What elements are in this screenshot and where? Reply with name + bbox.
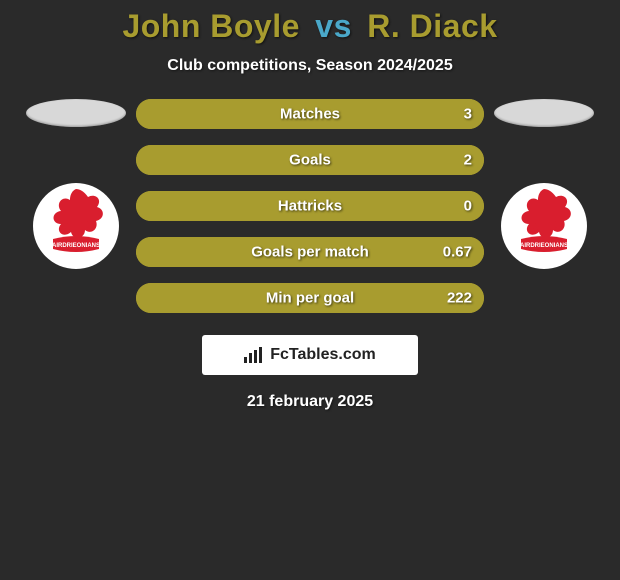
date-text: 21 february 2025 <box>0 393 620 411</box>
shield-icon: AFC AIRDRIEONIANS <box>501 183 587 269</box>
svg-text:AFC: AFC <box>531 218 558 233</box>
left-club-badge: AFC AIRDRIEONIANS <box>33 183 119 269</box>
stat-bars: Matches 3 Goals 2 Hattricks 0 Goals per match 0… <box>136 99 484 313</box>
right-player-photo-placeholder <box>494 99 594 127</box>
right-club-badge: AFC AIRDRIEONIANS <box>501 183 587 269</box>
bar-chart-icon <box>244 347 264 363</box>
svg-text:AIRDRIEONIANS: AIRDRIEONIANS <box>52 243 100 249</box>
bar-label: Goals per match <box>251 244 369 261</box>
bar-label: Hattricks <box>278 198 342 215</box>
shield-icon: AFC AIRDRIEONIANS <box>33 183 119 269</box>
stat-bar-row: Matches 3 <box>136 99 484 129</box>
title-player2: R. Diack <box>367 8 497 44</box>
stat-bar-row: Min per goal 222 <box>136 283 484 313</box>
title-player1: John Boyle <box>122 8 299 44</box>
brand-badge: FcTables.com <box>202 335 418 375</box>
svg-text:AIRDRIEONIANS: AIRDRIEONIANS <box>520 243 568 249</box>
stat-bar-row: Goals per match 0.67 <box>136 237 484 267</box>
bar-right-value: 2 <box>464 152 472 169</box>
bar-label: Goals <box>289 152 331 169</box>
bar-label: Matches <box>280 106 340 123</box>
bar-right-value: 0 <box>464 198 472 215</box>
stat-bar-row: Hattricks 0 <box>136 191 484 221</box>
left-player-photo-placeholder <box>26 99 126 127</box>
bar-label: Min per goal <box>266 290 354 307</box>
bar-right-value: 0.67 <box>443 244 472 261</box>
stat-bar-row: Goals 2 <box>136 145 484 175</box>
title-vs: vs <box>315 8 352 44</box>
brand-text: FcTables.com <box>270 346 376 364</box>
bar-right-value: 222 <box>447 290 472 307</box>
svg-text:AFC: AFC <box>63 218 90 233</box>
infographic-root: John Boyle vs R. Diack Club competitions… <box>0 0 620 440</box>
subtitle: Club competitions, Season 2024/2025 <box>0 57 620 75</box>
content-row: AFC AIRDRIEONIANS Matches 3 Goals 2 Hattrick… <box>0 99 620 313</box>
right-player-col: AFC AIRDRIEONIANS <box>484 99 604 269</box>
left-player-col: AFC AIRDRIEONIANS <box>16 99 136 269</box>
page-title: John Boyle vs R. Diack <box>0 0 620 45</box>
bar-right-value: 3 <box>464 106 472 123</box>
